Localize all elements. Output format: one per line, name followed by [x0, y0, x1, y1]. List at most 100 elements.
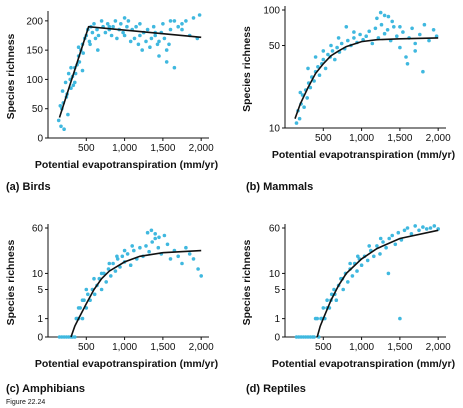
- data-point: [294, 121, 299, 125]
- data-point: [341, 287, 346, 292]
- data-point: [364, 34, 369, 38]
- data-point: [153, 33, 157, 38]
- x-tick-label: 2,000: [426, 342, 451, 353]
- data-point: [96, 33, 101, 38]
- data-point: [326, 52, 330, 57]
- data-point: [92, 292, 97, 297]
- data-point: [162, 36, 167, 41]
- data-point: [120, 254, 125, 259]
- data-point: [330, 49, 335, 53]
- data-point: [151, 24, 156, 29]
- y-tick-label: 100: [263, 6, 280, 17]
- data-point: [104, 280, 108, 284]
- data-point: [297, 116, 302, 121]
- data-point: [77, 60, 82, 64]
- x-tick-label: 1,500: [387, 133, 412, 144]
- data-point: [352, 36, 356, 40]
- x-axis-label: Potential evapotranspiration (mm/yr): [272, 149, 455, 161]
- data-point: [103, 30, 108, 35]
- data-point: [96, 48, 100, 52]
- data-point: [145, 27, 150, 32]
- data-point: [56, 118, 61, 123]
- data-point: [405, 62, 410, 66]
- data-point: [153, 236, 157, 241]
- data-point: [367, 29, 372, 34]
- data-point: [125, 24, 129, 29]
- x-tick-label: 500: [78, 342, 95, 353]
- data-point: [305, 96, 310, 100]
- data-point: [157, 39, 161, 44]
- data-point: [315, 316, 320, 321]
- data-point: [138, 33, 142, 38]
- data-point: [168, 27, 173, 32]
- data-point: [132, 248, 136, 253]
- data-point: [165, 242, 170, 247]
- data-point: [197, 13, 202, 17]
- fit-curve: [58, 25, 202, 118]
- data-points: [294, 224, 441, 339]
- data-point: [88, 42, 92, 47]
- data-point: [122, 248, 127, 253]
- data-point: [184, 19, 188, 23]
- data-point: [418, 32, 422, 37]
- data-point: [105, 22, 110, 26]
- data-point: [350, 274, 355, 278]
- data-point: [199, 274, 203, 278]
- data-point: [80, 316, 85, 321]
- data-point: [87, 39, 92, 44]
- data-point: [390, 19, 395, 24]
- data-point: [66, 112, 70, 117]
- panel-caption: (c) Amphibians: [6, 383, 85, 395]
- data-point: [385, 28, 390, 32]
- data-point: [382, 31, 387, 36]
- data-point: [321, 49, 326, 53]
- data-point: [162, 233, 167, 238]
- data-point: [136, 42, 141, 47]
- data-point: [63, 80, 68, 85]
- data-point: [95, 27, 99, 32]
- data-point: [93, 36, 98, 41]
- data-point: [167, 42, 171, 47]
- data-point: [321, 306, 326, 310]
- data-point: [378, 236, 383, 241]
- data-point: [180, 22, 184, 26]
- data-point: [184, 245, 188, 250]
- x-tick-label: 500: [315, 133, 332, 144]
- data-point: [378, 252, 382, 256]
- data-point: [432, 224, 437, 228]
- data-point: [308, 85, 313, 90]
- x-tick-label: 500: [315, 342, 332, 353]
- data-point: [134, 24, 138, 29]
- data-point: [329, 292, 334, 297]
- data-point: [358, 32, 362, 37]
- y-tick-label: 5: [37, 285, 43, 296]
- data-point: [352, 30, 356, 34]
- data-point: [80, 298, 85, 303]
- data-point: [172, 19, 177, 23]
- x-tick-label: 1,000: [349, 133, 374, 144]
- data-point: [76, 45, 81, 49]
- data-point: [421, 69, 425, 74]
- data-point: [398, 316, 402, 321]
- data-point: [157, 54, 161, 58]
- y-tick-label: 50: [32, 104, 44, 115]
- data-point: [375, 244, 379, 248]
- panel-caption: (d) Reptiles: [246, 383, 306, 395]
- panel-caption: (b) Mammals: [246, 181, 313, 193]
- panel-4: 0 1 5 10 60 500 1,000 1,500 2,000 Potential evapo…: [241, 224, 455, 396]
- data-point: [111, 261, 115, 266]
- data-point: [130, 244, 134, 248]
- data-point: [73, 80, 77, 85]
- panel-caption: (a) Birds: [6, 181, 51, 193]
- x-axis-label: Potential evapotranspiration (mm/yr): [35, 358, 218, 370]
- data-point: [132, 36, 137, 41]
- y-tick-label: 5: [274, 285, 280, 296]
- y-axis-label: Species richness: [5, 239, 17, 325]
- data-point: [113, 19, 118, 23]
- data-point: [413, 224, 418, 228]
- data-point: [376, 36, 381, 40]
- data-point: [58, 104, 63, 108]
- data-point: [372, 254, 376, 259]
- data-point: [128, 263, 133, 268]
- data-point: [69, 86, 73, 90]
